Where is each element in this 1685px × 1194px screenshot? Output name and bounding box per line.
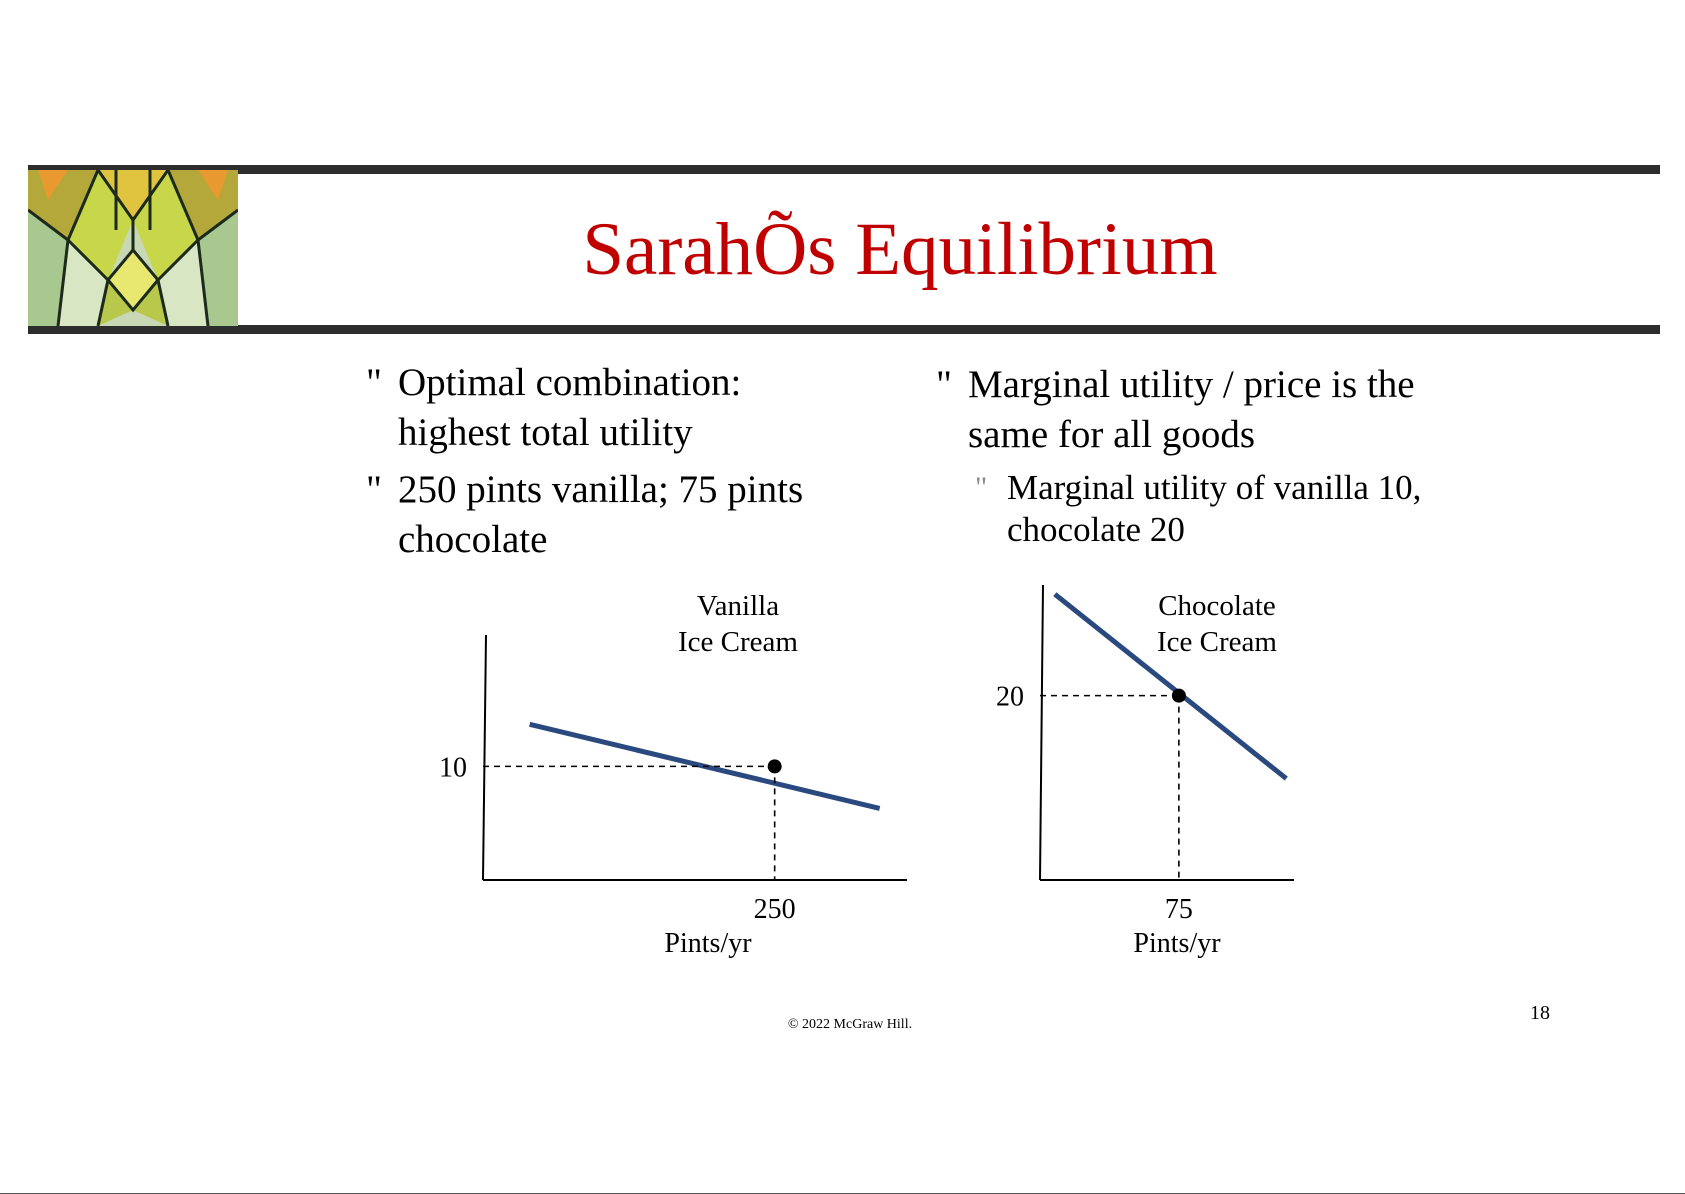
vanilla-x-axis-label: Pints/yr <box>664 928 752 959</box>
page-number: 18 <box>1530 1002 1550 1024</box>
bullet-text: Marginal utility / price is the same for… <box>968 363 1415 456</box>
vanilla-y-tick-label: 10 <box>439 752 467 783</box>
header-bottom-rule <box>28 325 1660 334</box>
header-top-rule <box>28 165 1660 174</box>
bullet-pints: " 250 pints vanilla; 75 pints chocolate <box>366 465 858 565</box>
chocolate-x-tick-label: 75 <box>1165 894 1193 925</box>
vanilla-equilibrium-point <box>767 759 782 774</box>
sub-bullet-mark: " <box>975 471 988 504</box>
vanilla-title-line: Vanilla <box>697 590 779 622</box>
bullet-text: 250 pints vanilla; 75 pints chocolate <box>398 468 804 561</box>
chocolate-title-line: Ice Cream <box>1157 626 1277 658</box>
chocolate-y-tick-label: 20 <box>996 682 1024 713</box>
chocolate-equilibrium-point <box>1171 688 1186 703</box>
bullet-text: Optimal combination: highest total utili… <box>398 361 742 454</box>
sub-bullet-text: Marginal utility of vanilla 10, chocolat… <box>1007 468 1422 549</box>
stained-glass-logo <box>28 170 238 326</box>
sub-bullet-marginal-utility-values: " Marginal utility of vanilla 10, chocol… <box>975 467 1427 551</box>
bullet-optimal-combination: " Optimal combination: highest total uti… <box>366 358 858 458</box>
vanilla-x-tick-label: 250 <box>754 894 796 925</box>
chocolate-y-axis <box>1039 584 1044 881</box>
chocolate-mu-line <box>1053 592 1288 781</box>
chocolate-x-axis-label: Pints/yr <box>1133 928 1221 959</box>
slide-title: SarahÕs Equilibrium <box>582 208 1218 291</box>
vanilla-y-axis <box>482 634 487 881</box>
bullet-mark: " <box>366 468 382 511</box>
copyright-footer: © 2022 McGraw Hill. <box>787 1017 913 1032</box>
bullet-marginal-utility-price: " Marginal utility / price is the same f… <box>936 360 1468 460</box>
bullet-mark: " <box>936 363 952 406</box>
chocolate-title-line: Chocolate <box>1158 590 1276 622</box>
bullet-mark: " <box>366 361 382 404</box>
vanilla-title-line: Ice Cream <box>678 626 798 658</box>
